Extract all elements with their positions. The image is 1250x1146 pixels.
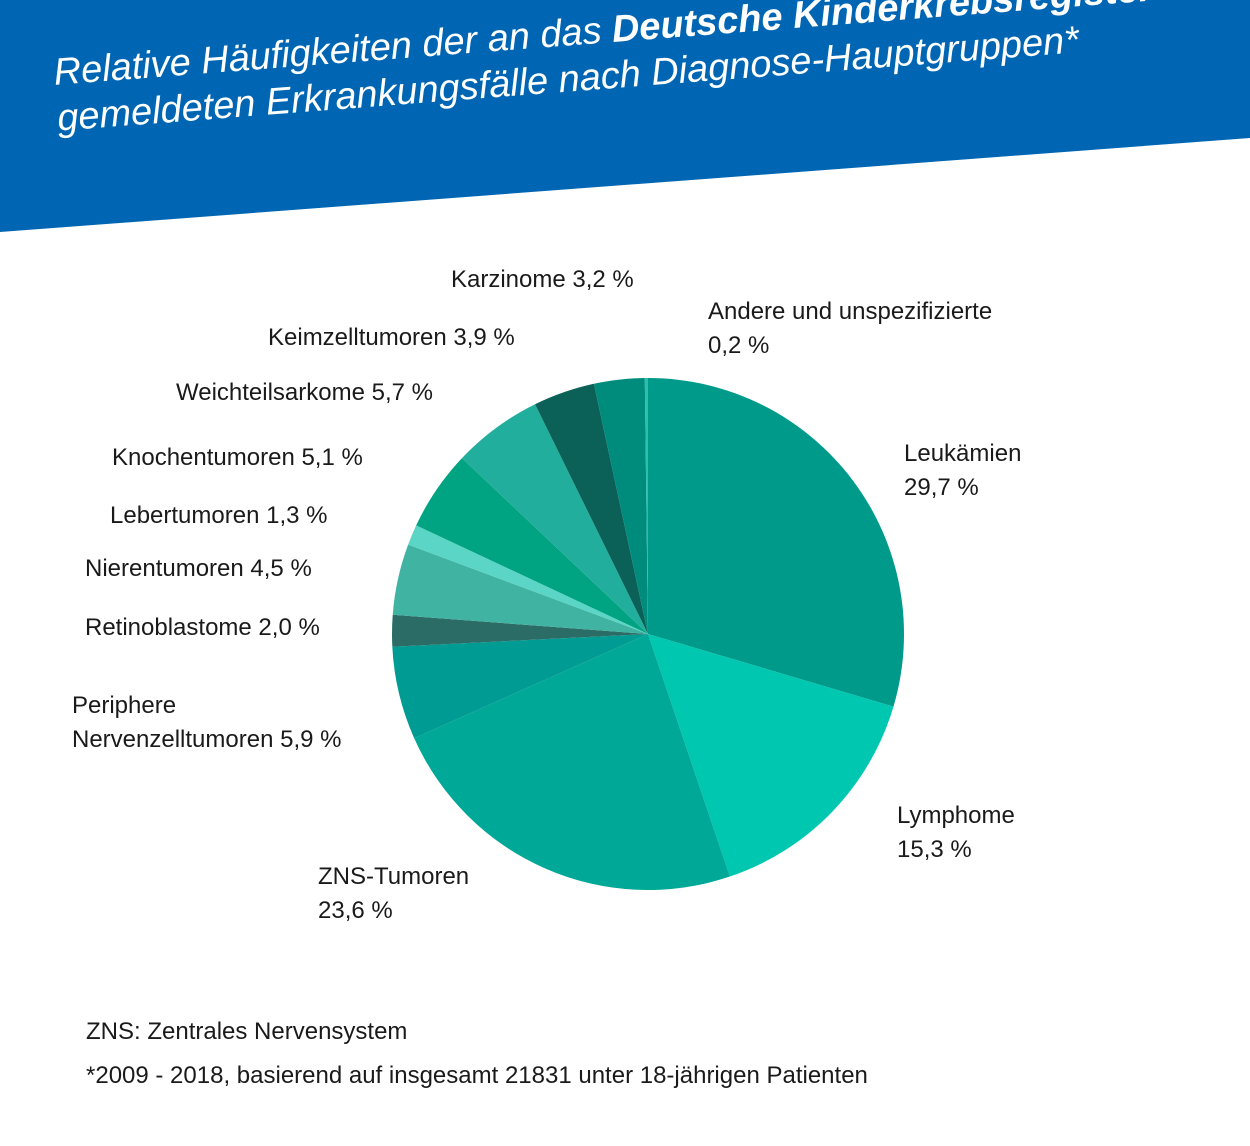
pie-slice-lebertumoren <box>408 525 648 634</box>
label-lebertumoren: Lebertumoren 1,3 % <box>110 502 328 529</box>
pie-slice-karzinome <box>593 378 648 634</box>
pie-slice-leukämien <box>648 378 905 707</box>
label-zns-value: 23,6 % <box>318 897 393 924</box>
pie-slice-weichteilsarkome <box>461 404 648 634</box>
label-nierentumoren: Nierentumoren 4,5 % <box>85 555 312 582</box>
footnote-source: *2009 - 2018, basierend auf insgesamt 21… <box>86 1062 868 1089</box>
title-banner <box>0 0 1250 232</box>
label-lymphome-name: Lymphome <box>897 802 1015 829</box>
label-karzinome: Karzinome 3,2 % <box>451 266 634 293</box>
pie-slice-lymphome <box>648 634 894 877</box>
label-lymphome-value: 15,3 % <box>897 836 972 863</box>
label-periphere-line1: Periphere <box>72 692 177 719</box>
label-periphere-line2: Nervenzelltumoren 5,9 % <box>72 726 342 753</box>
label-periphere: Periphere Nervenzelltumoren 5,9 % <box>72 689 341 757</box>
pie-slice-zns-tumoren <box>414 634 730 890</box>
pie-slice-periphere-nervenzelltumoren <box>392 634 648 739</box>
label-knochentumoren: Knochentumoren 5,1 % <box>112 444 363 471</box>
pie-slice-retinoblastome <box>391 614 648 647</box>
label-keimzelltumoren: Keimzelltumoren 3,9 % <box>268 324 515 351</box>
label-lymphome: Lymphome 15,3 % <box>897 799 1015 867</box>
pie-slice-keimzelltumoren <box>535 383 648 634</box>
label-andere: Andere und unspezifizierte 0,2 % <box>708 295 992 363</box>
label-weichteilsarkome: Weichteilsarkome 5,7 % <box>176 379 433 406</box>
label-leukaemien-name: Leukämien <box>904 440 1022 467</box>
banner-shape <box>0 0 1250 232</box>
label-andere-name: Andere und unspezifizierte <box>708 298 993 325</box>
label-retinoblastome: Retinoblastome 2,0 % <box>85 614 320 641</box>
label-leukaemien-value: 29,7 % <box>904 474 979 501</box>
pie-slice-nierentumoren <box>392 544 648 634</box>
label-andere-value: 0,2 % <box>708 332 770 359</box>
pie-slice-andere-und-unspezifizierte <box>644 378 648 634</box>
footnote-abbreviation: ZNS: Zentrales Nervensystem <box>86 1018 408 1045</box>
label-leukaemien: Leukämien 29,7 % <box>904 437 1021 505</box>
pie-slices <box>391 378 905 890</box>
pie-slice-knochentumoren <box>416 458 648 634</box>
label-zns: ZNS-Tumoren 23,6 % <box>318 860 469 928</box>
label-zns-name: ZNS-Tumoren <box>318 863 470 890</box>
